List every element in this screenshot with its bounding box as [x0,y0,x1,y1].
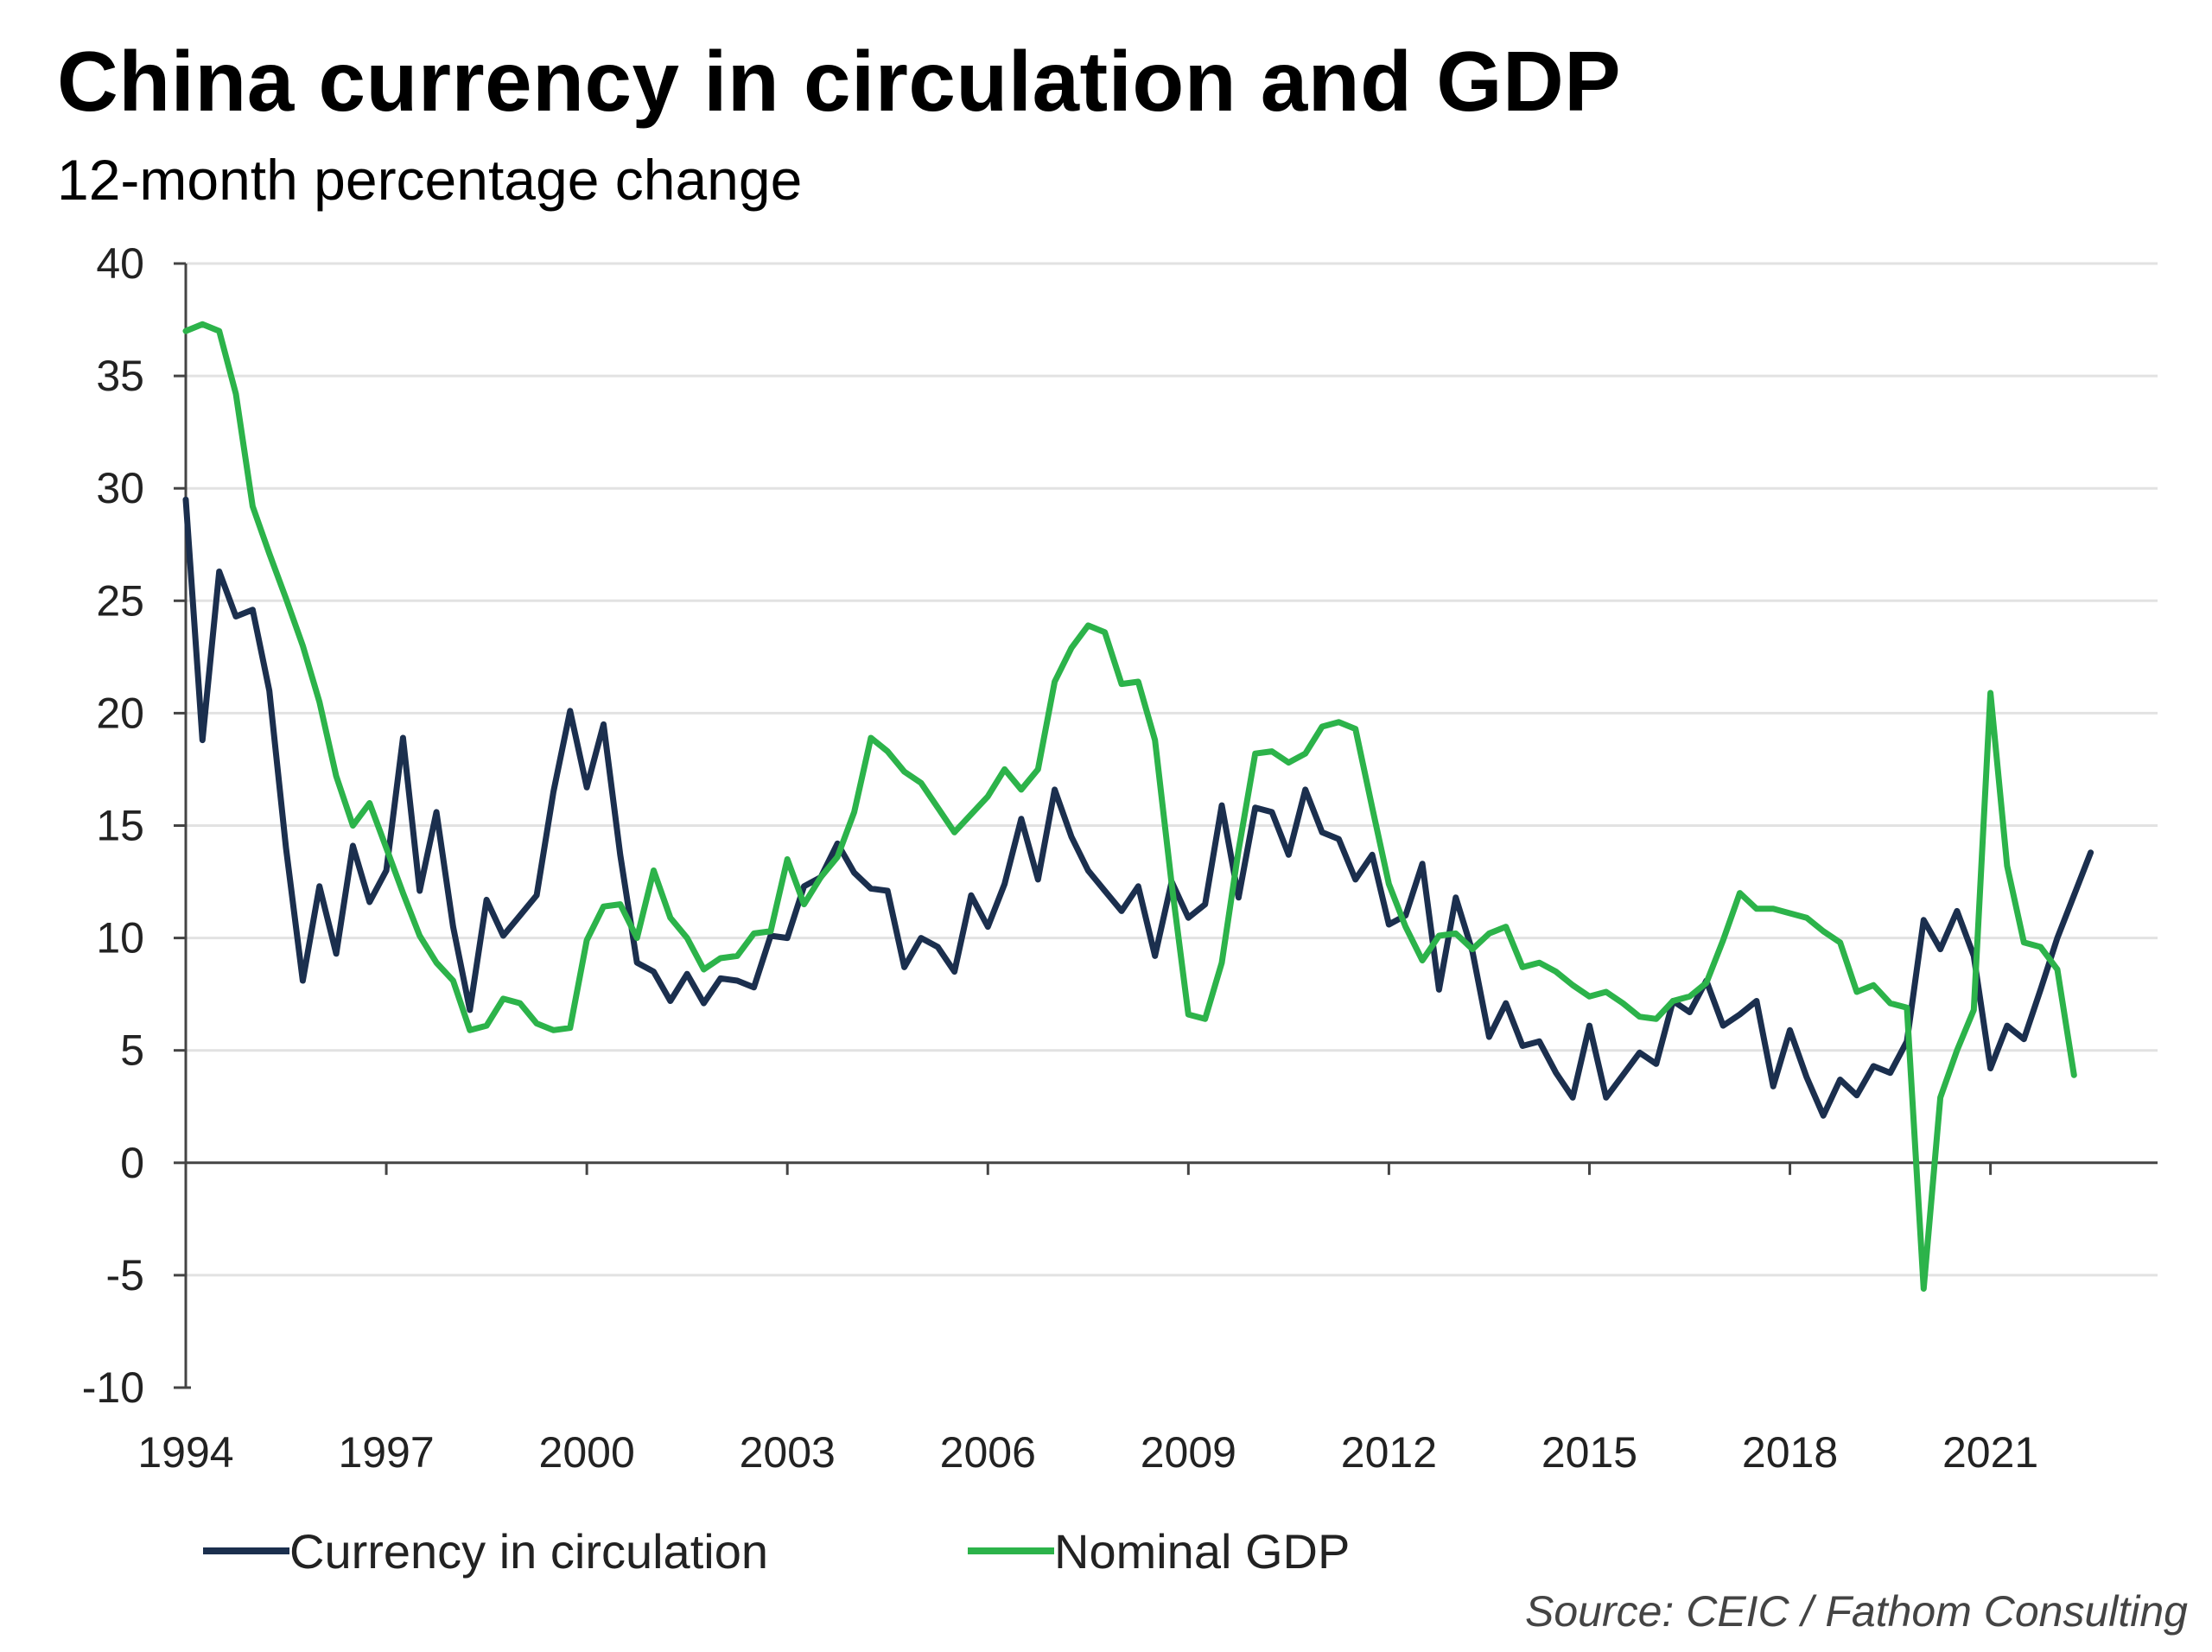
legend-label-currency-in-circulation: Currency in circulation [289,1524,768,1579]
x-tick-label: 1997 [338,1428,434,1477]
x-tick-label: 2006 [940,1428,1036,1477]
y-tick-label: 30 [96,464,144,512]
series-lines [182,321,2094,1292]
legend: Currency in circulation Nominal GDP [203,1524,1350,1579]
gridlines [186,262,2158,1277]
y-tick-label: 25 [96,576,144,625]
y-tick-label: 5 [120,1026,144,1075]
legend-label-nominal-gdp: Nominal GDP [1054,1524,1350,1579]
y-tick-label: 40 [96,239,144,288]
y-tick-label: -10 [82,1363,144,1412]
x-tick-label: 1994 [137,1428,233,1477]
x-tick-label: 2021 [1942,1428,2038,1477]
y-tick-label: 20 [96,689,144,737]
y-tick-label: 15 [96,802,144,850]
series-line-currency-in-circulation [182,496,2094,1119]
x-tick-label: 2009 [1141,1428,1236,1477]
y-tick-label: 0 [120,1139,144,1187]
source-note: Source: CEIC / Fathom Consulting [1525,1587,2188,1636]
chart-subtitle: 12-month percentage change [57,148,803,212]
y-tick-label: 10 [96,914,144,963]
x-tick-label: 2018 [1742,1428,1838,1477]
chart-title: China currency in circulation and GDP [57,34,1622,129]
x-tick-label: 2000 [539,1428,635,1477]
y-tick-label: -5 [106,1251,144,1299]
x-tick-label: 2012 [1341,1428,1437,1477]
x-tick-label: 2003 [740,1428,836,1477]
y-tick-label: 35 [96,352,144,400]
x-tick-label: 2015 [1541,1428,1637,1477]
series-line-nominal-gdp [182,321,2077,1292]
